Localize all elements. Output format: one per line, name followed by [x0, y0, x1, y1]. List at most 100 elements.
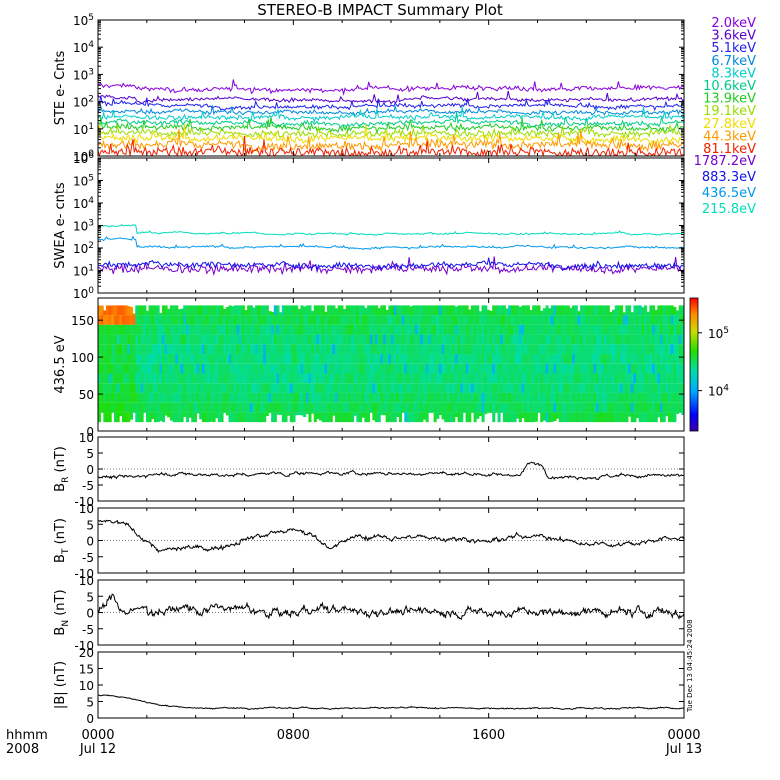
pad-cell [481, 334, 485, 345]
pad-cell [252, 334, 256, 345]
pad-cell [241, 383, 245, 393]
pad-cell [641, 363, 645, 374]
pad-cell [175, 334, 179, 345]
pad-cell [617, 344, 621, 355]
pad-cell [98, 402, 102, 413]
pad-cell [548, 392, 552, 403]
pad-cell [241, 315, 245, 325]
pad-cell [644, 363, 648, 374]
pad-cell [553, 402, 557, 413]
pad-cell [460, 334, 464, 345]
pad-cell [502, 344, 506, 355]
pad-cell [460, 392, 464, 403]
pad-cell [420, 363, 424, 374]
pad-cell [681, 344, 685, 355]
pad-cell [247, 373, 251, 384]
pad-cell [625, 392, 629, 403]
pad-cell [175, 324, 179, 335]
pad-cell [340, 392, 344, 403]
pad-cell [191, 363, 195, 374]
pad-cell [233, 412, 237, 423]
pad-cell [478, 412, 482, 417]
pad-cell [332, 305, 336, 316]
pad-cell [231, 334, 235, 345]
pad-cell [612, 334, 616, 345]
pad-cell [247, 324, 251, 335]
pad-cell [473, 383, 477, 393]
pad-cell [449, 373, 453, 384]
pad-cell [271, 402, 275, 413]
pad-cell [321, 383, 325, 393]
pad-cell [127, 363, 131, 374]
pad-cell [223, 402, 227, 413]
pad-cell [223, 392, 227, 403]
pad-cell [414, 334, 419, 345]
pad-cell [161, 324, 165, 335]
pad-cell [236, 315, 240, 325]
pad-cell [271, 354, 275, 364]
pad-cell [364, 315, 368, 325]
pad-cell [284, 305, 288, 316]
pad-cell [383, 305, 387, 316]
pad-cell [577, 324, 581, 335]
pad-cell [620, 315, 624, 325]
pad-cell [135, 334, 139, 345]
pad-cell [401, 412, 405, 413]
pad-cell [625, 315, 629, 325]
pad-cell [500, 412, 504, 413]
pad-cell [566, 324, 570, 335]
pad-cell [177, 324, 181, 335]
pad-cell [492, 412, 496, 423]
pad-cell [244, 392, 248, 403]
pad-cell [465, 392, 469, 403]
pad-cell [231, 306, 235, 316]
pad-cell [489, 373, 493, 384]
pad-cell [441, 354, 445, 364]
pad-cell [329, 373, 333, 384]
pad-cell [177, 344, 181, 355]
pad-cell [585, 392, 589, 403]
pad-cell [263, 412, 267, 423]
pad-cell [185, 334, 189, 345]
pad-cell [580, 392, 584, 403]
pad-cell [588, 354, 592, 364]
pad-cell [561, 383, 565, 393]
pad-cell [364, 334, 368, 345]
pad-cell [369, 373, 373, 384]
pad-cell [332, 315, 336, 325]
pad-cell [121, 383, 126, 393]
pad-cell [153, 324, 157, 335]
pad-cell [100, 354, 104, 364]
pad-cell [380, 383, 384, 393]
swea-ylabel: SWEA e- cnts [53, 182, 68, 269]
pad-cell [185, 392, 189, 403]
pad-cell [359, 305, 363, 316]
pad-cell [614, 392, 618, 403]
pad-cell [300, 392, 304, 403]
pad-cell [388, 315, 392, 325]
ytick-label: -10 [74, 567, 94, 581]
pad-cell [228, 402, 232, 413]
pad-cell [271, 324, 275, 335]
pad-cell [327, 373, 331, 384]
pad-cell [375, 354, 379, 364]
pad-cell [486, 363, 490, 374]
pad-cell [151, 315, 155, 325]
ytick-label: 102 [73, 241, 94, 256]
pad-cell [524, 412, 528, 423]
pad-cell [612, 309, 616, 316]
pad-cell [465, 315, 469, 325]
pad-cell [279, 373, 283, 384]
pad-cell [556, 324, 560, 335]
pad-cell [406, 324, 411, 335]
pad-cell [244, 354, 248, 364]
pad-cell [396, 344, 400, 355]
pad-cell [678, 344, 682, 355]
pad-cell [556, 344, 560, 355]
pad-cell [329, 402, 333, 413]
pad-cell [244, 373, 248, 384]
pad-cell [169, 315, 173, 325]
pad-cell [100, 383, 104, 393]
pad-cell [364, 363, 368, 374]
